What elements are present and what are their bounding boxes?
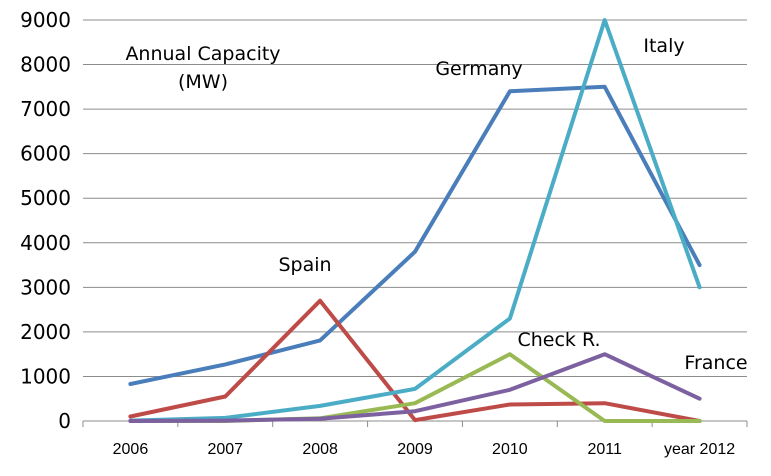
label-spain: Spain <box>278 254 331 276</box>
x-axis: 2006 2007 2008 2009 2010 2011 year 2012 <box>82 420 748 458</box>
chart-title-unit: (MW) <box>178 71 228 93</box>
y-tick-label-9000: 9000 <box>20 8 71 32</box>
label-italy: Italy <box>643 35 684 57</box>
y-tick-label-5000: 5000 <box>20 186 71 210</box>
x-tick-label-2011: 2011 <box>588 441 623 458</box>
x-tick-label-2006: 2006 <box>113 441 149 458</box>
series-line-spain <box>128 298 702 423</box>
y-tick-label-4000: 4000 <box>20 231 71 255</box>
series-group <box>128 18 702 423</box>
label-germany: Germany <box>435 58 522 80</box>
x-tick-label-2008: 2008 <box>302 441 338 458</box>
x-tick-label-2009: 2009 <box>397 441 433 458</box>
y-tick-label-0: 0 <box>58 409 71 433</box>
y-tick-label-1000: 1000 <box>20 364 71 388</box>
series-line-france <box>128 352 702 423</box>
y-axis: 0 1000 2000 3000 4000 5000 6000 7000 8000 9000 <box>20 8 71 433</box>
y-tick-label-7000: 7000 <box>20 97 71 121</box>
label-check-r: Check R. <box>517 329 600 351</box>
y-tick-label-8000: 8000 <box>20 53 71 77</box>
x-tick-label-2010: 2010 <box>492 441 528 458</box>
x-tick-label-2007: 2007 <box>207 441 243 458</box>
series-line-germany <box>128 84 702 386</box>
y-tick-label-3000: 3000 <box>20 275 71 299</box>
annotations: Annual Capacity (MW) Germany Spain Italy… <box>125 35 747 374</box>
x-tick-label-year-2012: year 2012 <box>664 441 735 458</box>
grid <box>83 19 747 377</box>
y-tick-label-2000: 2000 <box>20 320 71 344</box>
series-line-italy <box>128 18 702 423</box>
y-tick-label-6000: 6000 <box>20 142 71 166</box>
chart-title: Annual Capacity <box>125 43 280 65</box>
label-france: France <box>684 352 747 374</box>
